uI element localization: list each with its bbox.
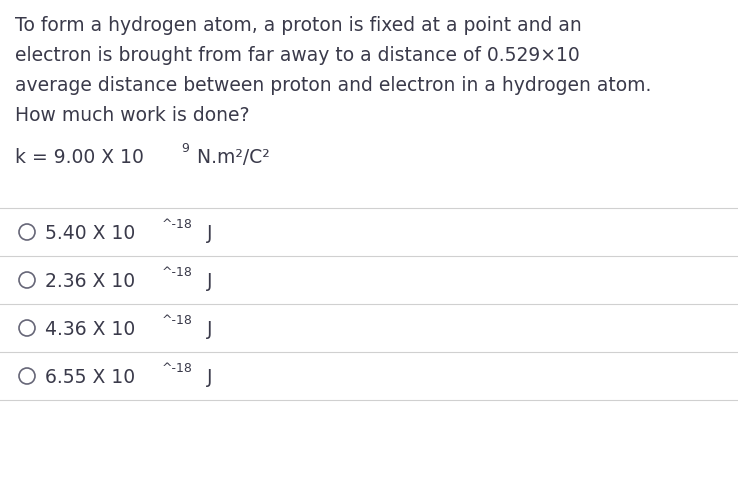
Text: ^-18: ^-18 bbox=[162, 218, 193, 231]
Text: J: J bbox=[201, 224, 213, 243]
Text: ^-18: ^-18 bbox=[162, 314, 193, 327]
Text: average distance between proton and electron in a hydrogen atom.: average distance between proton and elec… bbox=[15, 76, 652, 95]
Text: electron is brought from far away to a distance of 0.529×10: electron is brought from far away to a d… bbox=[15, 46, 580, 65]
Text: How much work is done?: How much work is done? bbox=[15, 106, 249, 125]
Text: N.m²/C²: N.m²/C² bbox=[191, 148, 270, 167]
Text: 5.40 X 10: 5.40 X 10 bbox=[45, 224, 135, 243]
Text: J: J bbox=[201, 320, 213, 339]
Text: J: J bbox=[201, 272, 213, 291]
Text: 9: 9 bbox=[182, 142, 189, 155]
Text: ^-18: ^-18 bbox=[162, 362, 192, 375]
Text: 6.55 X 10: 6.55 X 10 bbox=[45, 368, 135, 387]
Text: To form a hydrogen atom, a proton is fixed at a point and an: To form a hydrogen atom, a proton is fix… bbox=[15, 16, 582, 35]
Text: J: J bbox=[201, 368, 213, 387]
Text: ^-18: ^-18 bbox=[162, 266, 192, 279]
Text: 2.36 X 10: 2.36 X 10 bbox=[45, 272, 135, 291]
Text: 4.36 X 10: 4.36 X 10 bbox=[45, 320, 135, 339]
Text: k = 9.00 X 10: k = 9.00 X 10 bbox=[15, 148, 144, 167]
